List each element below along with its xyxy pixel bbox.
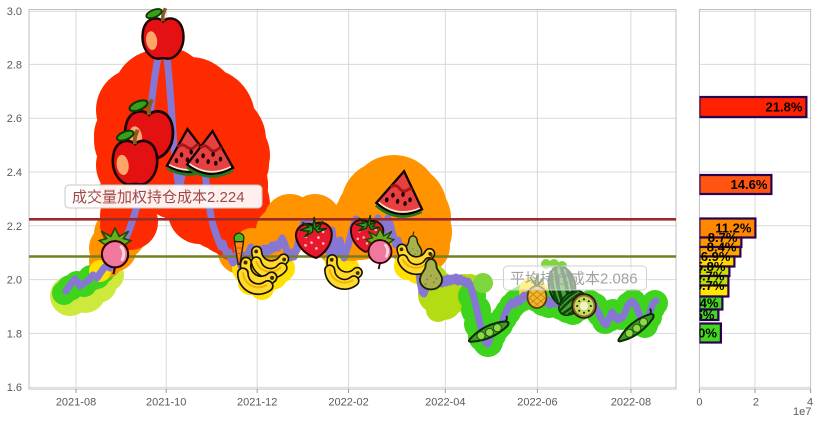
svg-text:2.0: 2.0 [7, 275, 22, 287]
svg-text:0: 0 [696, 397, 702, 409]
svg-text:2022-04: 2022-04 [425, 397, 465, 409]
svg-text:2.0%: 2.0% [687, 326, 717, 341]
svg-text:2.8: 2.8 [7, 59, 22, 71]
svg-text:4: 4 [807, 397, 813, 409]
svg-text:2.5%: 2.5% [685, 307, 715, 322]
svg-text:3.4%: 3.4% [689, 296, 719, 311]
svg-text:8.4%: 8.4% [707, 240, 737, 255]
svg-text:8.7%: 8.7% [708, 230, 738, 245]
svg-text:2021-12: 2021-12 [237, 397, 277, 409]
svg-text:1.8: 1.8 [7, 328, 22, 340]
svg-text:成交量加权持仓成本2.224: 成交量加权持仓成本2.224 [72, 188, 245, 206]
svg-text:5.7%: 5.7% [695, 269, 725, 284]
svg-text:1.6: 1.6 [7, 382, 22, 394]
svg-text:2022-02: 2022-02 [328, 397, 368, 409]
svg-text:1e7: 1e7 [793, 406, 811, 418]
svg-text:5.8%: 5.8% [696, 259, 726, 274]
svg-text:2021-08: 2021-08 [56, 397, 96, 409]
svg-text:平均持仓成本2.086: 平均持仓成本2.086 [510, 271, 638, 288]
svg-text:5.7%: 5.7% [695, 278, 725, 293]
svg-text:2.2: 2.2 [7, 221, 22, 233]
svg-text:3.0: 3.0 [7, 6, 22, 18]
svg-text:2021-10: 2021-10 [146, 397, 186, 409]
svg-text:11.2%: 11.2% [715, 221, 752, 236]
svg-text:2.4: 2.4 [7, 167, 22, 179]
svg-text:6.9%: 6.9% [701, 249, 731, 264]
svg-text:21.8%: 21.8% [766, 100, 803, 115]
svg-text:14.6%: 14.6% [731, 177, 768, 192]
svg-text:2.6: 2.6 [7, 113, 22, 125]
svg-text:2022-08: 2022-08 [611, 397, 651, 409]
svg-text:2: 2 [753, 397, 759, 409]
svg-text:2022-06: 2022-06 [517, 397, 557, 409]
